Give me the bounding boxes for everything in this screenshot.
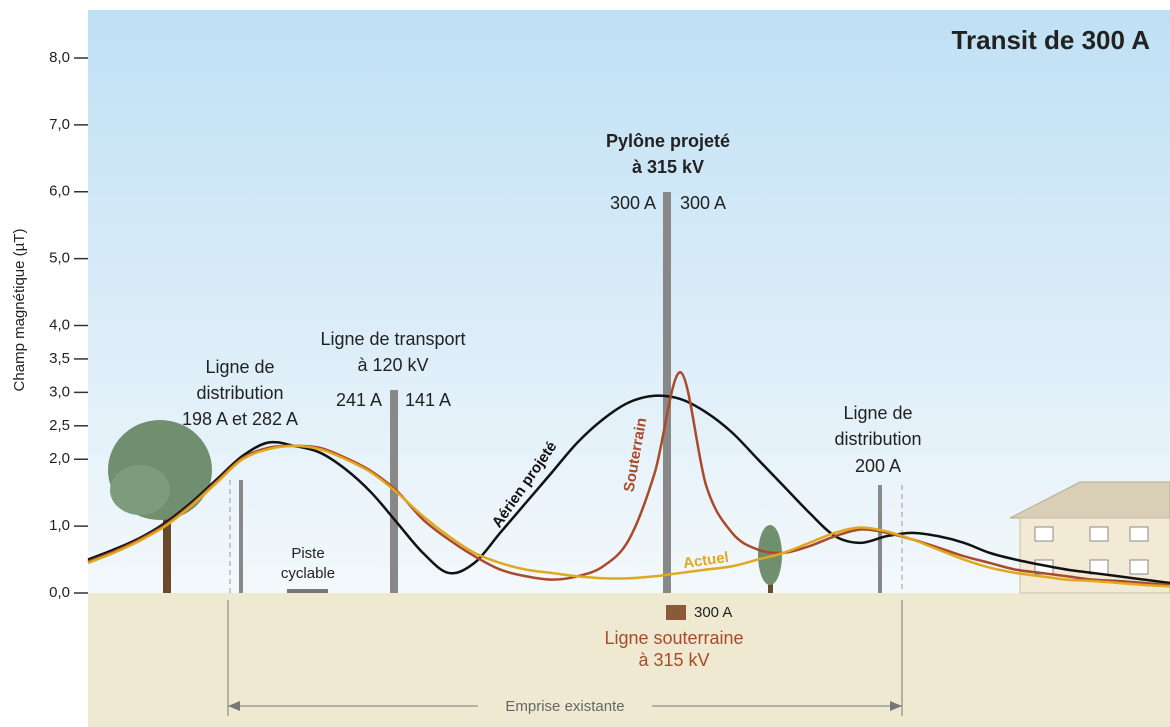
y-tick-label: 3,5 <box>49 350 70 367</box>
annotation: Ligne souterraine <box>604 628 743 648</box>
annotation: cyclable <box>281 565 335 582</box>
annotation: à 315 kV <box>632 157 704 177</box>
annotation: à 315 kV <box>638 650 709 670</box>
annotation: 198 A et 282 A <box>182 409 298 429</box>
chart: Transit de 300 A Champ magnétique (µT) L… <box>0 0 1170 727</box>
annotation: Pylône projeté <box>606 131 730 151</box>
annotation: à 120 kV <box>357 355 428 375</box>
pylon <box>663 192 671 593</box>
y-tick-label: 2,0 <box>49 450 70 467</box>
annotation: Piste <box>291 545 324 562</box>
bike-path <box>287 589 328 593</box>
annotation: 300 A <box>680 193 726 213</box>
y-tick-label: 2,5 <box>49 417 70 434</box>
y-tick-label: 7,0 <box>49 116 70 133</box>
ground <box>88 593 1170 727</box>
annotation: Ligne de transport <box>320 329 465 349</box>
y-tick-label: 4,0 <box>49 316 70 333</box>
y-tick-label: 6,0 <box>49 183 70 200</box>
annotation: Ligne de <box>205 357 274 377</box>
y-tick-label: 0,0 <box>49 584 70 601</box>
y-tick-label: 1,0 <box>49 517 70 534</box>
annotation: 300 A <box>610 193 656 213</box>
annotation: Ligne de <box>843 403 912 423</box>
annotation: distribution <box>834 429 921 449</box>
annotation: 241 A <box>336 390 382 410</box>
cable-icon <box>666 605 686 620</box>
sky <box>88 10 1170 593</box>
y-tick-label: 5,0 <box>49 250 70 267</box>
annotation: 300 A <box>694 604 732 621</box>
y-tick-label: 3,0 <box>49 383 70 400</box>
pole <box>239 480 243 593</box>
annotation: 200 A <box>855 456 901 476</box>
annotation: 141 A <box>405 390 451 410</box>
annotation: distribution <box>196 383 283 403</box>
annotation: Emprise existante <box>505 698 624 715</box>
y-tick-label: 8,0 <box>49 49 70 66</box>
y-axis-label: Champ magnétique (µT) <box>11 229 28 392</box>
chart-title: Transit de 300 A <box>952 25 1151 55</box>
